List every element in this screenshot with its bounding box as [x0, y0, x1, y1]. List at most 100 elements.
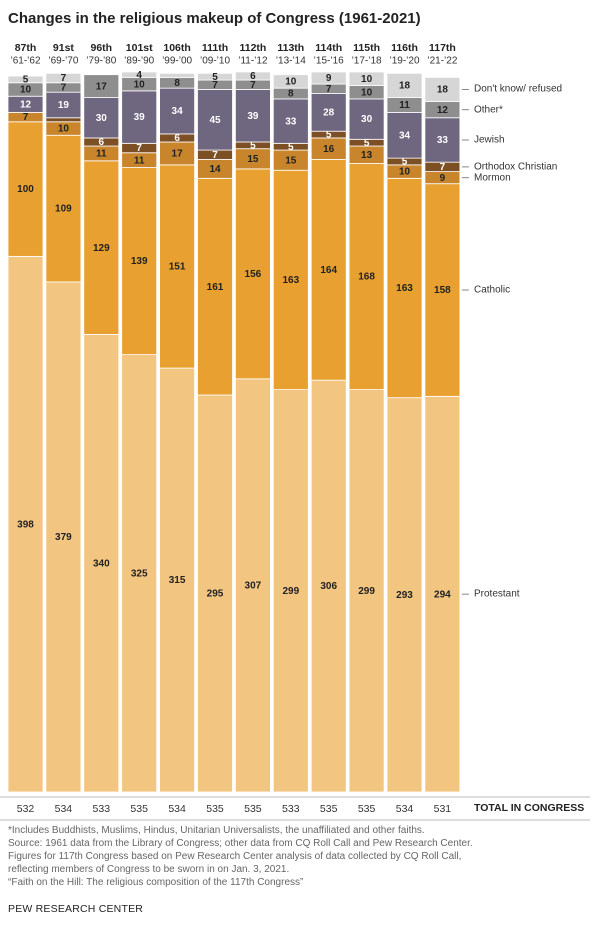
total-value: 534: [55, 803, 73, 815]
value-label: 161: [207, 282, 224, 293]
value-label: 8: [288, 89, 294, 100]
value-label: 10: [399, 167, 411, 178]
bar-segment: [272, 98, 309, 144]
value-label: 10: [58, 124, 70, 135]
bar-segment: [7, 121, 44, 257]
value-label: 299: [282, 586, 299, 597]
value-label: 10: [20, 85, 32, 96]
congress-label: 91st: [53, 42, 75, 54]
value-label: 39: [247, 111, 259, 122]
bar-segment: [7, 75, 44, 84]
value-label: 129: [93, 243, 110, 254]
value-label: 34: [172, 106, 184, 117]
value-label: 156: [245, 269, 262, 280]
value-label: 158: [434, 285, 451, 296]
congress-label: 115th: [353, 42, 380, 54]
years-label: ’79-’80: [86, 56, 116, 67]
value-label: 9: [326, 73, 332, 84]
congress-label: 111th: [202, 42, 228, 54]
bar-segment: [348, 98, 385, 140]
value-label: 340: [93, 558, 110, 569]
bar-segment: [348, 71, 385, 86]
legend-label: Orthodox Christian: [474, 161, 558, 173]
value-label: 6: [174, 133, 180, 144]
value-label: 163: [396, 283, 413, 294]
bar-segment: [348, 389, 385, 793]
source-org: PEW RESEARCH CENTER: [8, 903, 144, 915]
years-label: ’09-’10: [200, 56, 230, 67]
value-label: 307: [245, 581, 262, 592]
value-label: 15: [247, 154, 259, 165]
value-label: 6: [99, 137, 105, 148]
total-value: 534: [168, 803, 186, 815]
years-label: ’69-’70: [48, 56, 78, 67]
value-label: 10: [361, 87, 373, 98]
value-label: 7: [212, 80, 218, 91]
bar-segment: [159, 72, 196, 78]
legend-label: Mormon: [474, 172, 511, 184]
note: Source: 1961 data from the Library of Co…: [8, 838, 473, 875]
congress-label: 106th: [163, 42, 190, 54]
total-value: 533: [93, 803, 111, 815]
bar-segment: [197, 177, 233, 396]
bar-segment: [386, 72, 423, 98]
bar-segment: [45, 72, 82, 84]
value-label: 9: [440, 173, 446, 184]
value-label: 5: [402, 157, 408, 168]
congress-label: 101st: [126, 42, 153, 54]
bar-segment: [197, 72, 233, 81]
bar-segment: [83, 334, 120, 793]
value-label: 4: [136, 70, 142, 81]
bar-segment: [310, 159, 347, 381]
total-value: 531: [434, 803, 452, 815]
congress-label: 114th: [315, 42, 342, 54]
bar-segment: [121, 167, 158, 356]
value-label: 11: [399, 100, 410, 111]
bar-segment: [424, 183, 461, 397]
congress-label: 87th: [15, 42, 37, 54]
congress-label: 96th: [91, 42, 113, 54]
bar-segment: [121, 90, 158, 144]
value-label: 398: [17, 519, 34, 530]
value-label: 168: [358, 272, 375, 283]
value-label: 10: [361, 74, 373, 85]
bar-segment: [45, 281, 82, 793]
value-label: 28: [323, 108, 335, 119]
value-label: 5: [364, 138, 370, 149]
value-label: 45: [209, 115, 221, 126]
bar-segment: [83, 160, 120, 335]
value-label: 10: [134, 79, 146, 90]
value-label: 299: [358, 586, 375, 597]
chart-title: Changes in the religious makeup of Congr…: [8, 10, 421, 27]
years-label: ’89-’90: [124, 56, 154, 67]
legend-label: Other*: [474, 104, 503, 116]
bar-segment: [386, 177, 423, 399]
value-label: 18: [437, 85, 449, 96]
congress-label: 113th: [277, 42, 304, 54]
years-label: ’19-’20: [389, 56, 419, 67]
total-value: 535: [320, 803, 338, 815]
legend-label: Protestant: [474, 588, 520, 600]
congress-label: 117th: [429, 42, 456, 54]
value-label: 100: [17, 184, 34, 195]
value-label: 5: [326, 130, 332, 141]
value-label: 7: [250, 80, 256, 91]
value-label: 11: [134, 155, 145, 166]
bar-segment: [348, 163, 385, 391]
value-label: 5: [23, 75, 29, 86]
bar-segment: [121, 354, 158, 793]
years-label: ’11-’12: [238, 56, 268, 67]
bar-segment: [45, 117, 82, 123]
value-label: 13: [361, 150, 373, 161]
value-label: 139: [131, 256, 148, 267]
value-label: 17: [172, 149, 184, 160]
bar-segment: [234, 378, 271, 793]
value-label: 109: [55, 204, 72, 215]
note: “Faith on the Hill: The religious compos…: [8, 877, 304, 888]
years-label: ’21-’22: [427, 56, 457, 67]
bar-segment: [197, 394, 233, 793]
value-label: 293: [396, 590, 413, 601]
years-label: ’99-’00: [162, 56, 192, 67]
